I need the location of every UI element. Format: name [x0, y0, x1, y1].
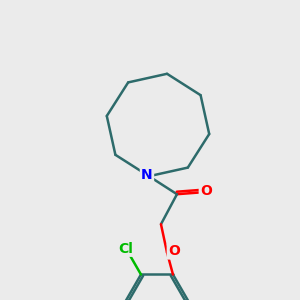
Text: O: O — [168, 244, 180, 258]
Text: O: O — [200, 184, 212, 198]
Text: N: N — [141, 168, 153, 182]
Text: Cl: Cl — [118, 242, 134, 256]
